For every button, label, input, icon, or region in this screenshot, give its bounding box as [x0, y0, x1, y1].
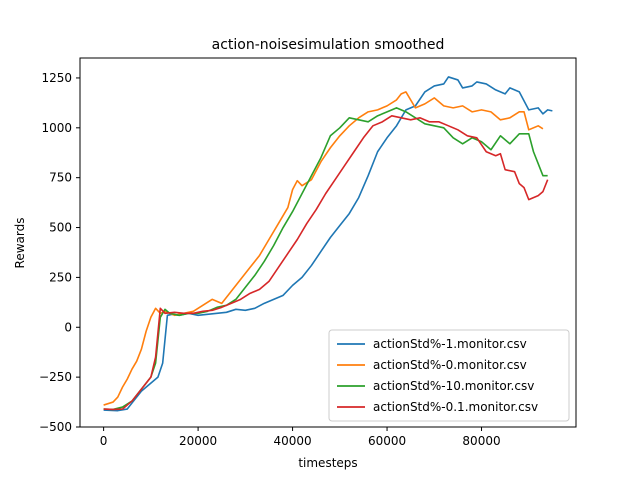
series-line-2 — [103, 91, 544, 406]
y-axis-label: Rewards — [13, 218, 27, 269]
y-tick-label: −500 — [39, 420, 72, 434]
x-tick-label: 20000 — [179, 434, 217, 448]
x-tick-label: 40000 — [273, 434, 311, 448]
y-axis-ticks: −500 −250 0 250 500 750 1000 1250 — [39, 71, 80, 434]
legend: actionStd%-1.monitor.csv actionStd%-0.mon… — [328, 329, 570, 422]
series-line-3 — [103, 107, 548, 411]
y-tick-label: 1000 — [41, 121, 72, 135]
legend-box — [328, 329, 570, 422]
axes-frame — [79, 57, 577, 428]
y-tick-label: 750 — [49, 171, 72, 185]
x-axis-ticks: 0 20000 40000 60000 80000 — [100, 427, 501, 448]
y-tick-label: 250 — [49, 270, 72, 284]
x-tick-label: 0 — [100, 434, 108, 448]
legend-label: actionStd%-10.monitor.csv — [373, 379, 534, 393]
legend-label: actionStd%-0.monitor.csv — [373, 358, 527, 372]
legend-label: actionStd%-1.monitor.csv — [373, 337, 527, 351]
x-tick-label: 80000 — [462, 434, 500, 448]
legend-label: actionStd%-0.1.monitor.csv — [373, 400, 538, 414]
y-tick-label: 500 — [49, 221, 72, 235]
y-tick-label: 0 — [64, 320, 72, 334]
y-tick-label: −250 — [39, 370, 72, 384]
series-line-4 — [103, 115, 549, 411]
x-axis-label: timesteps — [298, 456, 357, 470]
y-tick-label: 1250 — [41, 71, 72, 85]
chart-title: action-noisesimulation smoothed — [212, 37, 445, 53]
x-tick-label: 60000 — [368, 434, 406, 448]
